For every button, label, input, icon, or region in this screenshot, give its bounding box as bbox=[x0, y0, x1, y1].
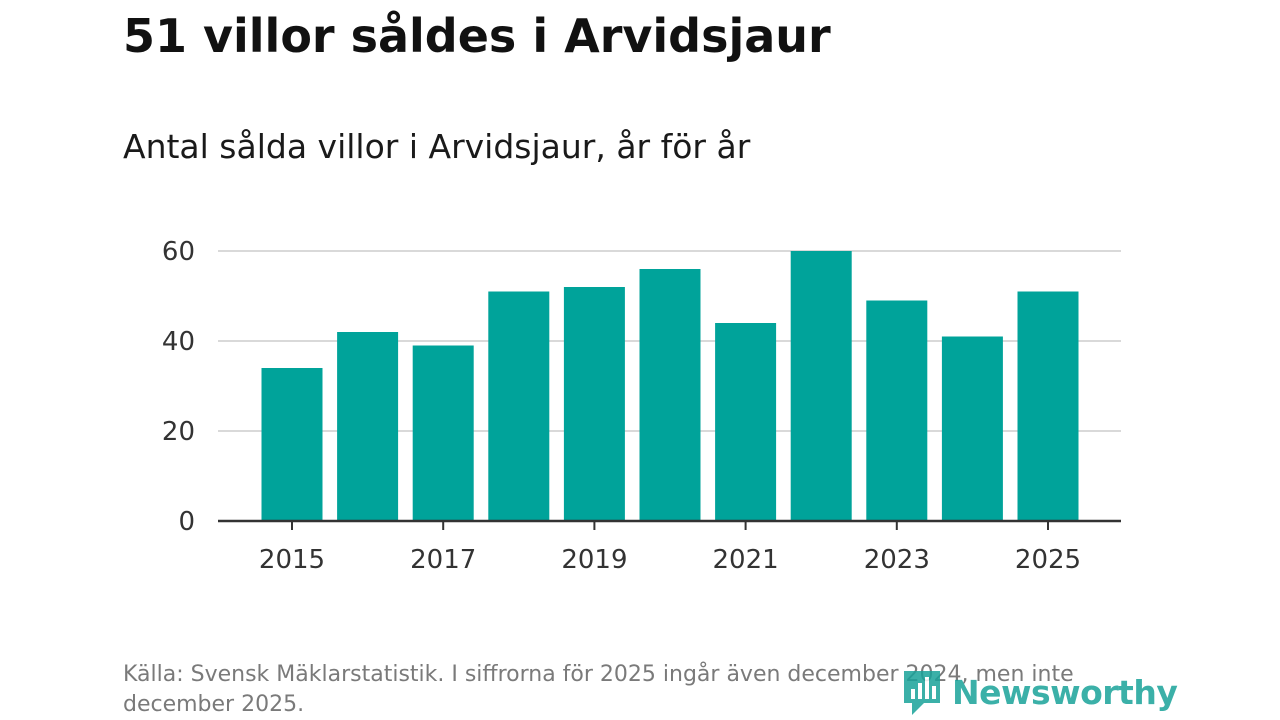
x-tick-label-2021: 2021 bbox=[713, 545, 779, 575]
y-tick-label-0: 0 bbox=[178, 507, 195, 537]
bar-2018 bbox=[488, 291, 550, 521]
newsworthy-logo-icon bbox=[904, 671, 940, 715]
chart-subtitle: Antal sålda villor i Arvidsjaur, år för … bbox=[123, 127, 751, 166]
bar-2016 bbox=[337, 332, 399, 521]
x-tick-label-2023: 2023 bbox=[864, 545, 930, 575]
y-tick-label-20: 20 bbox=[162, 417, 195, 447]
bar-2020 bbox=[639, 269, 701, 521]
bar-chart: 0 20 40 60 2015 2017 2019 2021 2023 2025 bbox=[162, 237, 1121, 575]
newsworthy-logo: Newsworthy bbox=[900, 666, 1178, 718]
bar-2023 bbox=[866, 300, 928, 521]
bar-2025 bbox=[1017, 291, 1079, 521]
x-axis bbox=[218, 519, 1121, 530]
bar-2019 bbox=[563, 287, 625, 521]
axis-labels: 0 20 40 60 2015 2017 2019 2021 2023 2025 bbox=[162, 237, 1081, 575]
x-tick-label-2017: 2017 bbox=[410, 545, 476, 575]
y-tick-label-40: 40 bbox=[162, 327, 195, 357]
newsworthy-logo-text: Newsworthy bbox=[952, 672, 1178, 712]
bar-2021 bbox=[715, 323, 777, 521]
bar-2015 bbox=[261, 368, 323, 521]
x-tick-label-2015: 2015 bbox=[259, 545, 325, 575]
bar-2024 bbox=[941, 336, 1003, 521]
x-tick-label-2025: 2025 bbox=[1015, 545, 1081, 575]
chart-title: 51 villor såldes i Arvidsjaur bbox=[123, 9, 831, 63]
bar-2022 bbox=[790, 251, 852, 521]
bars bbox=[261, 251, 1079, 521]
y-tick-label-60: 60 bbox=[162, 237, 195, 267]
bar-2017 bbox=[412, 345, 474, 521]
x-tick-label-2019: 2019 bbox=[561, 545, 627, 575]
